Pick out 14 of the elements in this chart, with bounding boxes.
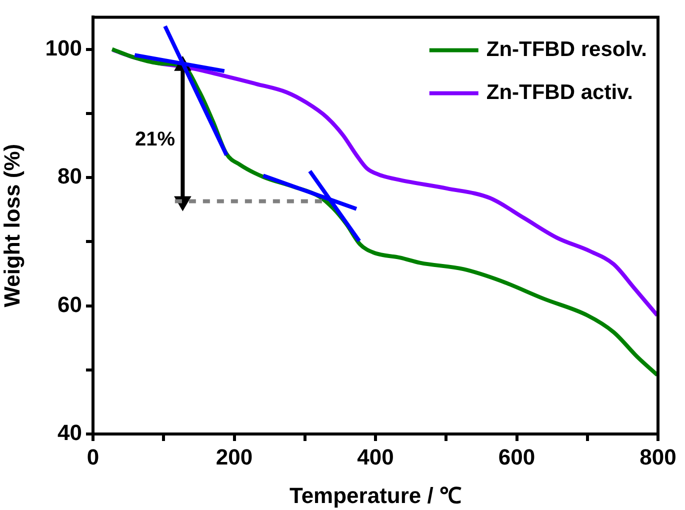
x-axis-title: Temperature / ℃ [290, 482, 462, 508]
x-tick-label: 0 [86, 444, 100, 470]
annotation: 21% [134, 128, 176, 151]
x-tick-label: 600 [498, 444, 536, 470]
y-tick-label: 80 [58, 164, 82, 189]
x-tick-label: 800 [640, 444, 676, 470]
x-tick-label: 200 [216, 444, 253, 470]
y-tick-label: 100 [45, 35, 82, 60]
y-axis-title: Weight loss (%) [0, 144, 24, 308]
x-tick-label: 400 [357, 444, 394, 470]
legend-label: Zn-TFBD activ. [486, 80, 634, 104]
y-tick-label: 40 [58, 420, 82, 446]
y-tick-label: 60 [58, 292, 82, 317]
legend-label: Zn-TFBD resolv. [486, 38, 648, 61]
